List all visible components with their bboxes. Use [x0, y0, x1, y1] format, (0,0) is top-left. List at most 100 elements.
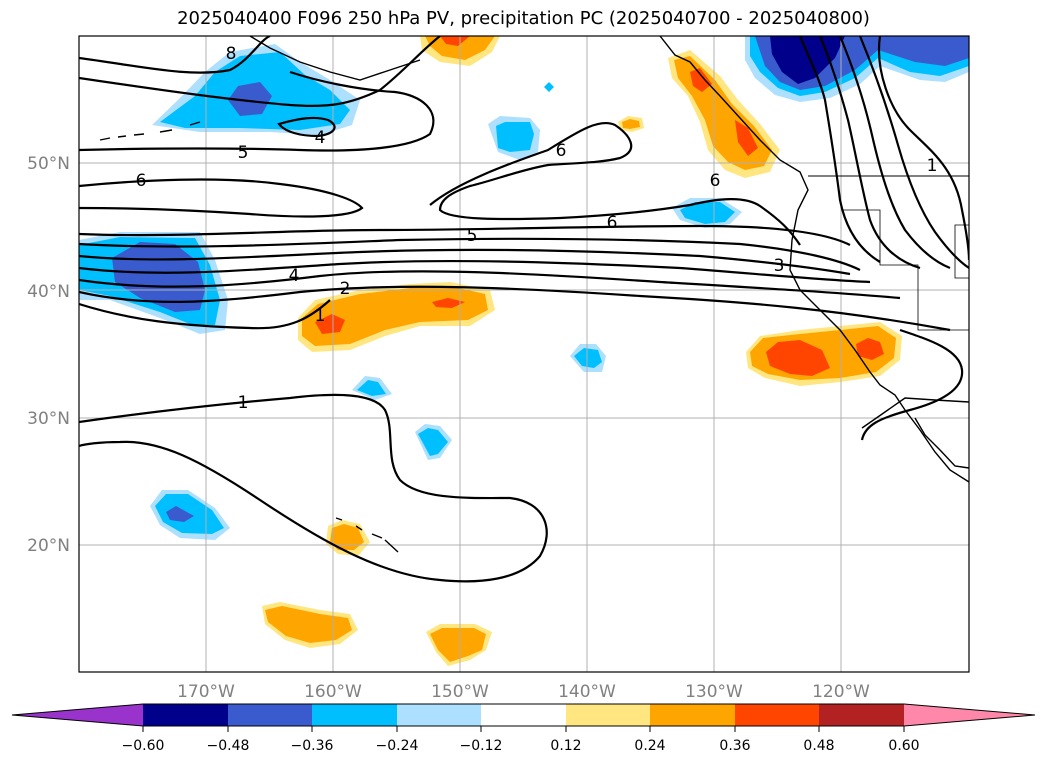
- colorbar-extend-high: [904, 704, 1035, 726]
- pv-contour: [277, 116, 336, 138]
- colorbar-tick-label: 0.36: [719, 738, 750, 754]
- lat-label: 20°N: [27, 536, 70, 556]
- colorbar-tick-label: −0.12: [460, 738, 503, 754]
- baja-coast: [861, 397, 969, 429]
- precipitation-shading: [79, 36, 969, 666]
- contour-label: 5: [467, 226, 478, 246]
- lat-label: 40°N: [27, 282, 70, 302]
- graticule: [79, 36, 969, 672]
- alaska-coast: [249, 36, 421, 81]
- contour-label: 4: [315, 128, 326, 148]
- colorbar-ticks: [142, 726, 905, 732]
- pos-anomaly-region: [432, 298, 465, 308]
- pos-anomaly-region: [856, 338, 884, 360]
- map-frame: [78, 35, 970, 673]
- aleutian-islands: [99, 121, 201, 141]
- neg-anomaly-region: [770, 36, 845, 84]
- lon-label: 120°W: [812, 682, 870, 702]
- pv-contour: [79, 270, 901, 300]
- colorbar-tick-label: −0.60: [122, 738, 165, 754]
- neg-anomaly-region: [496, 122, 534, 152]
- pv-contour: [79, 178, 364, 218]
- colorbar-segment: [312, 704, 397, 726]
- colorbar-tick-label: −0.48: [207, 738, 250, 754]
- contour-label: 4: [289, 266, 300, 286]
- contour-label: 2: [340, 279, 351, 299]
- colorbar-tick-label: −0.36: [291, 738, 334, 754]
- contour-label: 6: [710, 171, 721, 191]
- north-america-coast: [659, 36, 969, 483]
- pv-contour: [79, 70, 435, 152]
- lon-label: 150°W: [431, 682, 489, 702]
- colorbar-segment: [735, 704, 819, 726]
- pos-anomaly-region: [315, 314, 345, 334]
- pv-contour: [79, 393, 548, 583]
- neg-anomaly-region: [574, 348, 602, 368]
- pos-anomaly-region: [440, 36, 470, 46]
- lon-label: 160°W: [304, 682, 362, 702]
- contour-label: 8: [226, 44, 237, 64]
- colorbar-extend-low: [12, 704, 143, 726]
- lon-label: 130°W: [685, 682, 743, 702]
- lon-label: 170°W: [177, 682, 235, 702]
- pv-contour: [838, 36, 951, 270]
- lat-label: 30°N: [27, 409, 70, 429]
- lat-label: 50°N: [27, 154, 70, 174]
- pv-contour: [858, 36, 969, 269]
- neg-anomaly-region: [166, 506, 194, 522]
- neg-anomaly-region: [544, 82, 554, 92]
- colorbar-segment: [819, 704, 904, 726]
- contour-labels: 8 4 5 6 6 6 6 5 6 4 2 1 3 1 1: [136, 44, 938, 413]
- pv-contour: [79, 299, 331, 330]
- contour-label: 5: [238, 143, 249, 163]
- pv-contour: [79, 36, 271, 74]
- colorbar-segment: [650, 704, 735, 726]
- pos-anomaly-region: [735, 120, 758, 156]
- pos-anomaly-region: [690, 68, 712, 92]
- pv-contours: [79, 36, 969, 583]
- pos-anomaly-region: [330, 524, 364, 550]
- colorbar-tick-label: 0.24: [634, 738, 665, 754]
- contour-label: 6: [607, 213, 618, 233]
- colorbar: −0.60 −0.48 −0.36 −0.24 −0.12 0.12 0.24 …: [11, 703, 1036, 754]
- pos-anomaly-region: [622, 119, 640, 129]
- pos-anomaly-region: [430, 628, 486, 662]
- colorbar-segment: [481, 704, 566, 726]
- neg-anomaly-region: [228, 82, 272, 116]
- colorbar-tick-label: −0.24: [376, 738, 419, 754]
- us-state-border: [842, 209, 969, 331]
- pv-contour: [798, 36, 881, 263]
- colorbar-tick-label: 0.12: [550, 738, 581, 754]
- contour-label: 6: [136, 171, 147, 191]
- contour-label: 1: [927, 156, 938, 176]
- pv-contour: [79, 36, 441, 108]
- colorbar-segment: [397, 704, 481, 726]
- neg-anomaly-region: [680, 202, 735, 224]
- colorbar-segment: [228, 704, 312, 726]
- contour-label: 1: [315, 306, 326, 326]
- contour-label: 6: [556, 141, 567, 161]
- neg-anomaly-region: [357, 380, 386, 396]
- pv-contour: [79, 285, 951, 332]
- colorbar-tick-label: 0.60: [888, 738, 919, 754]
- hawaii-islands: [335, 517, 399, 553]
- pv-contour: [429, 121, 801, 246]
- map-title: 2025040400 F096 250 hPa PV, precipitatio…: [177, 8, 870, 29]
- gulf-california-coast: [914, 417, 969, 469]
- colorbar-tick-label: 0.48: [803, 738, 834, 754]
- contour-label: 1: [238, 393, 249, 413]
- pv-contour: [818, 36, 921, 270]
- colorbar-segment: [566, 704, 650, 726]
- pv-contour: [79, 224, 851, 246]
- pv-contour: [860, 328, 964, 441]
- lon-label: 140°W: [558, 682, 616, 702]
- pv-contour: [79, 237, 861, 271]
- pos-anomaly-region: [265, 606, 352, 643]
- colorbar-segment: [143, 704, 228, 726]
- pos-anomaly-region: [766, 340, 830, 376]
- pv-contour: [878, 36, 969, 261]
- pv-contour: [79, 259, 871, 284]
- contour-label: 3: [774, 256, 785, 276]
- pv-contour: [79, 248, 851, 276]
